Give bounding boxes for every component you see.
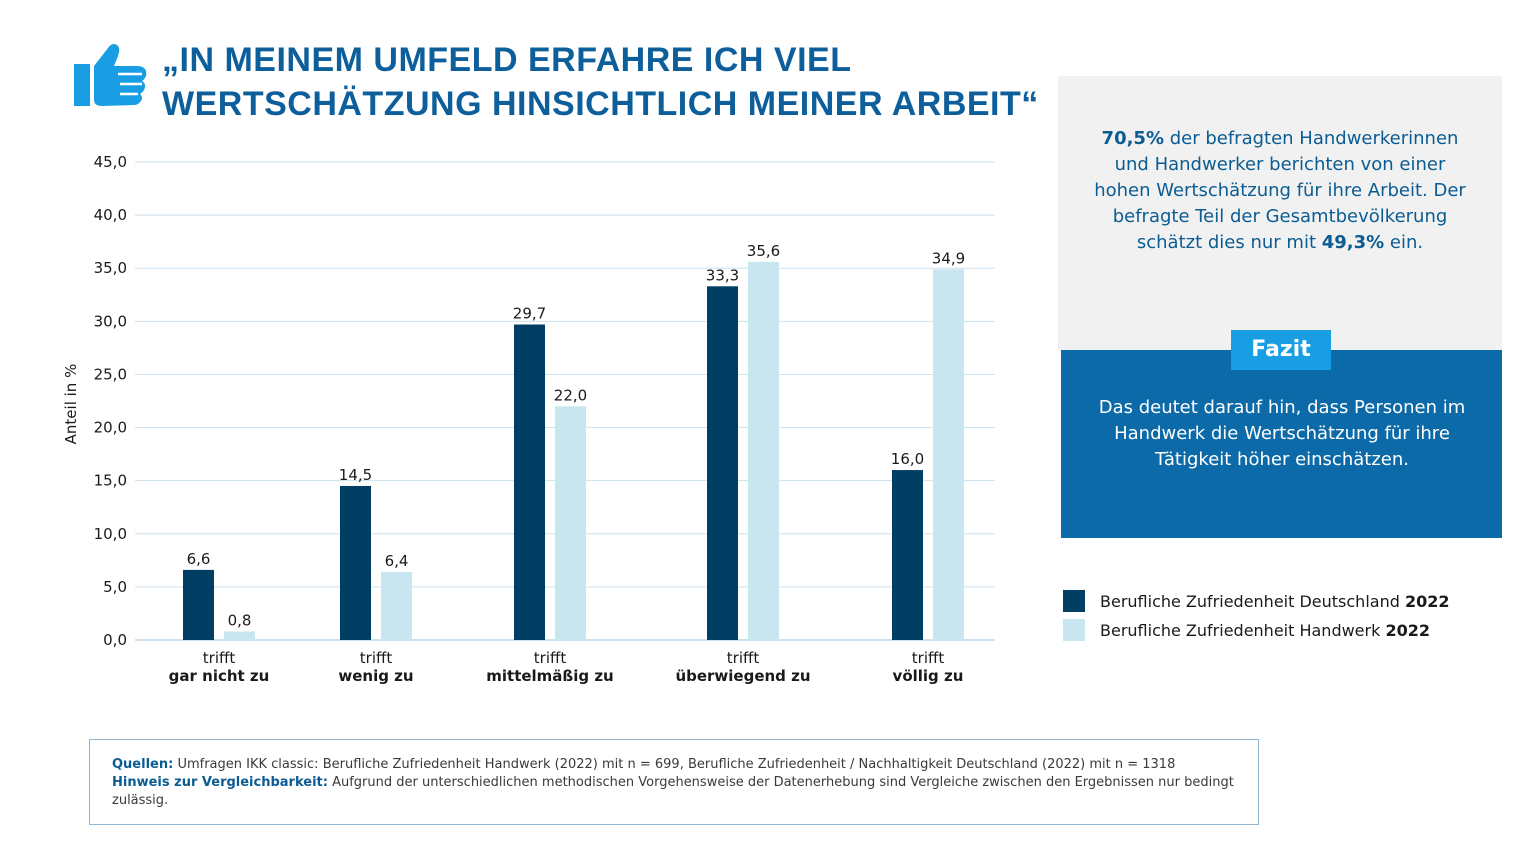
- y-tick-label: 5,0: [103, 578, 127, 596]
- bar-handwerk-4: [933, 269, 964, 640]
- data-label: 34,9: [932, 249, 965, 267]
- bar-deutschland-3: [707, 286, 738, 640]
- y-tick-label: 15,0: [94, 472, 127, 490]
- thumbs-up-icon: [74, 44, 147, 106]
- x-tick-label: trifft: [360, 649, 393, 667]
- legend-item-deutschland: Berufliche Zufriedenheit Deutschland 202…: [1063, 590, 1449, 612]
- fazit-box: [1061, 350, 1502, 538]
- x-tick-label: trifft: [912, 649, 945, 667]
- legend-swatch-dark: [1063, 590, 1085, 612]
- bar-handwerk-2: [555, 406, 586, 640]
- legend-label-handwerk: Berufliche Zufriedenheit Handwerk: [1100, 620, 1386, 640]
- info-text: 70,5% der befragten Handwerkerinnen und …: [1090, 126, 1470, 256]
- legend: Berufliche Zufriedenheit Deutschland 202…: [1063, 590, 1449, 648]
- y-tick-label: 30,0: [94, 312, 127, 330]
- bar-deutschland-0: [183, 569, 214, 640]
- y-tick-label: 0,0: [103, 631, 127, 649]
- info-text-2: ein.: [1384, 232, 1424, 253]
- legend-year-handwerk: 2022: [1385, 620, 1430, 640]
- info-highlight-1: 70,5%: [1101, 128, 1164, 149]
- chart-title: „In meinem Umfeld erfahre ich viel Werts…: [162, 38, 1039, 126]
- bar-handwerk-0: [224, 631, 255, 640]
- y-tick-label: 25,0: [94, 365, 127, 383]
- bar-deutschland-2: [514, 324, 545, 640]
- sources-box: Quellen: Umfragen IKK classic: Beruflich…: [89, 739, 1259, 825]
- bars: 6,6 14,5 29,7 33,3 16,0 0,8 6,4 22,0 35,6 34,9: [183, 242, 965, 640]
- title-line-1: „In meinem Umfeld erfahre ich viel: [162, 41, 852, 79]
- x-tick-label: trifft: [727, 649, 760, 667]
- y-tick-label: 35,0: [94, 259, 127, 277]
- y-tick-label: 45,0: [94, 153, 127, 171]
- data-label: 33,3: [706, 266, 739, 284]
- legend-year-deutschland: 2022: [1404, 591, 1450, 611]
- y-axis-ticks: 0,0 5,0 10,0 15,0 20,0 25,0 30,0 35,0 40,0 45,0: [94, 153, 127, 649]
- sources-line: Quellen: Umfragen IKK classic: Beruflich…: [112, 756, 1238, 774]
- y-tick-label: 20,0: [94, 419, 127, 437]
- comparability-note: Hinweis zur Vergleichbarkeit: Aufgrund d…: [112, 774, 1238, 810]
- bar-deutschland-1: [340, 485, 371, 640]
- legend-item-handwerk: Berufliche Zufriedenheit Handwerk 2022: [1063, 619, 1449, 641]
- legend-swatch-light: [1063, 619, 1085, 641]
- fazit-text: Das deutet darauf hin, dass Personen im …: [1098, 397, 1466, 470]
- fazit-badge: Fazit: [1231, 330, 1331, 370]
- y-tick-label: 40,0: [94, 206, 127, 224]
- data-label: 6,6: [187, 550, 211, 568]
- sources-text: Umfragen IKK classic: Berufliche Zufried…: [173, 757, 1176, 772]
- sources-label: Quellen:: [112, 757, 174, 772]
- y-axis-label: Anteil in %: [62, 364, 80, 445]
- x-tick-label: trifft: [534, 649, 567, 667]
- x-tick-label-bold: wenig zu: [338, 667, 413, 685]
- comparability-text: Aufgrund der unterschiedlichen methodisc…: [112, 775, 1234, 808]
- x-tick-label-bold: gar nicht zu: [169, 667, 270, 685]
- data-label: 22,0: [554, 386, 587, 404]
- x-tick-label: trifft: [203, 649, 236, 667]
- info-highlight-2: 49,3%: [1321, 232, 1385, 253]
- x-tick-label-bold: überwiegend zu: [675, 667, 810, 685]
- data-label: 14,5: [339, 466, 372, 484]
- data-label: 35,6: [747, 242, 780, 260]
- data-label: 16,0: [891, 450, 924, 468]
- data-label: 29,7: [513, 305, 546, 323]
- data-label: 6,4: [385, 552, 409, 570]
- bar-handwerk-3: [748, 261, 779, 640]
- info-text-1: der befragten Handwerkerinnen und Handwe…: [1094, 128, 1466, 253]
- comparability-label: Hinweis zur Vergleichbarkeit:: [112, 775, 328, 790]
- data-label: 0,8: [228, 612, 252, 630]
- legend-label-deutschland: Berufliche Zufriedenheit Deutschland: [1100, 591, 1405, 611]
- y-tick-label: 10,0: [94, 525, 127, 543]
- info-box: [1058, 76, 1502, 351]
- bar-deutschland-4: [892, 470, 923, 640]
- bar-handwerk-1: [381, 572, 412, 640]
- x-tick-label-bold: mittelmäßig zu: [486, 667, 613, 685]
- x-tick-label-bold: völlig zu: [893, 667, 964, 685]
- bar-chart: 0,0 5,0 10,0 15,0 20,0 25,0 30,0 35,0 40,0 45,0 A…: [62, 153, 995, 685]
- title-line-2: Wertschätzung hinsichtlich meiner Arbeit…: [162, 85, 1039, 123]
